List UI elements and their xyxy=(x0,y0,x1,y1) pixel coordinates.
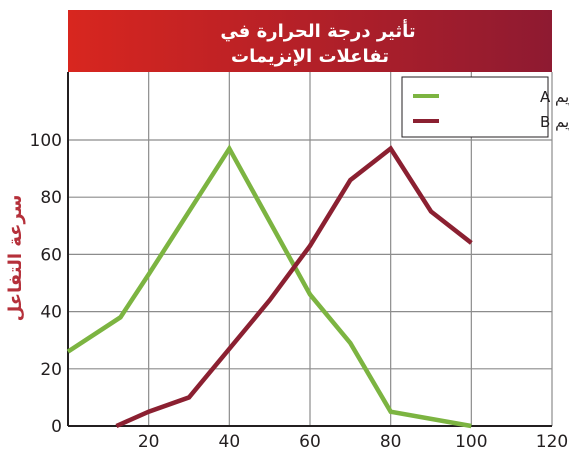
y-tick-label: 40 xyxy=(40,303,62,323)
y-tick-label: 80 xyxy=(40,188,62,208)
legend-label-enzyme-b: الإنزيم B xyxy=(540,113,569,131)
title-banner xyxy=(68,10,552,72)
chart-title-line-2: تفاعلات الإنزيمات xyxy=(231,46,389,67)
x-tick-labels: 20 40 60 80 100 120 xyxy=(138,432,568,452)
x-tick-label: 60 xyxy=(299,432,321,452)
y-tick-labels: 0 20 40 60 80 100 xyxy=(30,131,62,437)
legend: الإنزيم A الإنزيم B xyxy=(401,76,569,138)
x-tick-label: 20 xyxy=(138,432,160,452)
x-tick-label: 40 xyxy=(219,432,241,452)
y-axis-label: سرعة التفاعل xyxy=(5,195,26,322)
series-lines xyxy=(66,144,473,429)
series-line-enzyme-a xyxy=(66,144,472,429)
series-line-enzyme-b xyxy=(115,145,473,429)
legend-label-enzyme-a: الإنزيم A xyxy=(540,88,569,106)
y-tick-label: 60 xyxy=(40,245,62,265)
y-tick-label: 100 xyxy=(30,131,62,151)
x-tick-label: 100 xyxy=(455,432,487,452)
y-tick-label: 0 xyxy=(51,417,62,437)
legend-box xyxy=(401,76,549,138)
x-tick-label: 120 xyxy=(536,432,568,452)
x-tick-label: 80 xyxy=(380,432,402,452)
y-tick-label: 20 xyxy=(40,360,62,380)
chart-title-line-1: تأثير درجة الحرارة في xyxy=(220,19,415,42)
